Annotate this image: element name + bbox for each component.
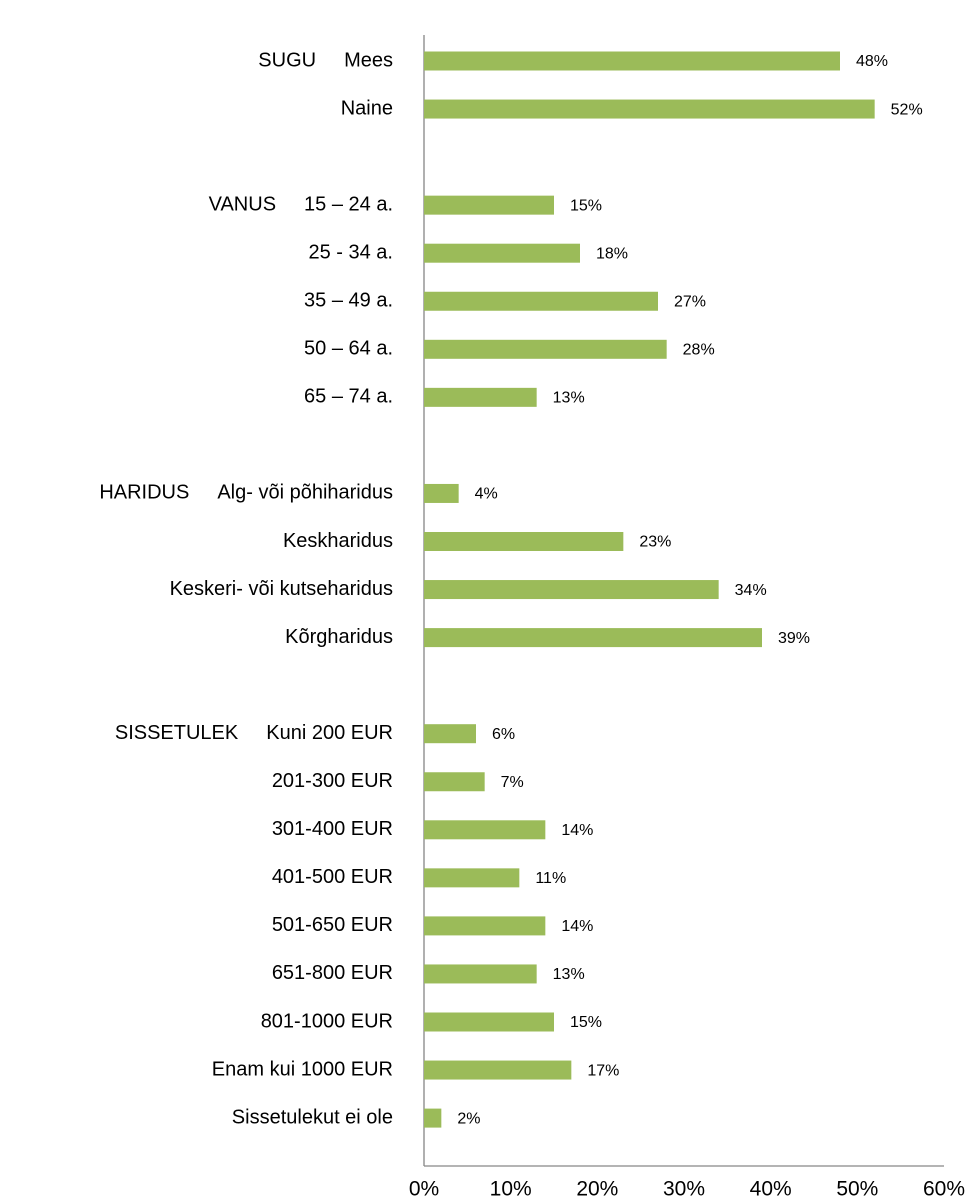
value-label: 23% <box>639 534 671 551</box>
bar <box>424 724 476 744</box>
y-tick-label: Mees <box>344 49 393 71</box>
y-tick-label: 501-650 EUR <box>272 914 393 936</box>
value-label: 15% <box>570 1014 602 1031</box>
value-label: 27% <box>674 293 706 310</box>
y-tick-label: 801-1000 EUR <box>261 1010 393 1032</box>
y-tick-label: 651-800 EUR <box>272 962 393 984</box>
y-tick-label: Alg- või põhiharidus <box>217 482 393 504</box>
value-label: 6% <box>492 726 515 743</box>
value-label: 17% <box>587 1062 619 1079</box>
bar <box>424 628 762 648</box>
x-tick-label: 0% <box>409 1178 439 1201</box>
bar <box>424 820 546 840</box>
value-label: 4% <box>475 486 498 503</box>
y-tick-label: 50 – 64 a. <box>304 338 393 360</box>
value-label: 15% <box>570 197 602 214</box>
value-label: 39% <box>778 630 810 647</box>
y-tick-label: Sissetulekut ei ole <box>232 1106 393 1128</box>
group-label: SISSETULEK <box>115 722 239 744</box>
x-tick-label: 60% <box>923 1178 965 1201</box>
value-label: 48% <box>856 53 888 70</box>
bar <box>424 532 624 551</box>
value-label: 2% <box>457 1110 480 1127</box>
bar <box>424 916 546 936</box>
value-label: 13% <box>553 390 585 407</box>
bar <box>424 339 667 359</box>
bar <box>424 99 875 119</box>
y-tick-label: 401-500 EUR <box>272 866 393 888</box>
y-tick-label: Keskeri- või kutseharidus <box>170 578 393 600</box>
bar <box>424 1012 554 1032</box>
bar <box>424 483 459 503</box>
bar <box>424 868 520 888</box>
value-label: 13% <box>553 966 585 983</box>
y-tick-label: Kuni 200 EUR <box>266 722 393 744</box>
value-label: 14% <box>561 918 593 935</box>
x-tick-label: 50% <box>836 1178 878 1201</box>
value-label: 28% <box>683 342 715 359</box>
y-tick-label: Keskharidus <box>283 530 393 552</box>
bar <box>424 580 719 600</box>
y-tick-label: 15 – 24 a. <box>304 193 393 215</box>
y-tick-label: 201-300 EUR <box>272 770 393 792</box>
y-tick-label: 301-400 EUR <box>272 818 393 840</box>
value-label: 34% <box>735 582 767 599</box>
value-label: 7% <box>501 774 524 791</box>
y-tick-label: 25 - 34 a. <box>308 241 393 263</box>
y-tick-label: 35 – 49 a. <box>304 290 393 312</box>
y-tick-label: Kõrgharidus <box>285 626 393 648</box>
x-tick-label: 30% <box>663 1178 705 1201</box>
bar <box>424 1108 442 1128</box>
bar <box>424 964 537 984</box>
x-tick-label: 40% <box>750 1178 792 1201</box>
x-tick-label: 20% <box>576 1178 618 1201</box>
bar <box>424 243 580 263</box>
bar <box>424 772 485 792</box>
bar <box>424 291 658 311</box>
group-label: VANUS <box>209 193 276 215</box>
group-label: HARIDUS <box>99 482 189 504</box>
x-tick-label: 10% <box>490 1178 532 1201</box>
bar <box>424 51 840 71</box>
bar <box>424 387 537 407</box>
value-label: 11% <box>535 870 566 887</box>
y-tick-label: Naine <box>341 97 393 119</box>
value-label: 14% <box>561 822 593 839</box>
value-label: 18% <box>596 245 628 262</box>
bar <box>424 195 554 215</box>
y-tick-label: Enam kui 1000 EUR <box>212 1058 393 1080</box>
group-label: SUGU <box>258 49 316 71</box>
y-tick-label: 65 – 74 a. <box>304 386 393 408</box>
value-label: 52% <box>891 101 923 118</box>
bar <box>424 1060 572 1080</box>
